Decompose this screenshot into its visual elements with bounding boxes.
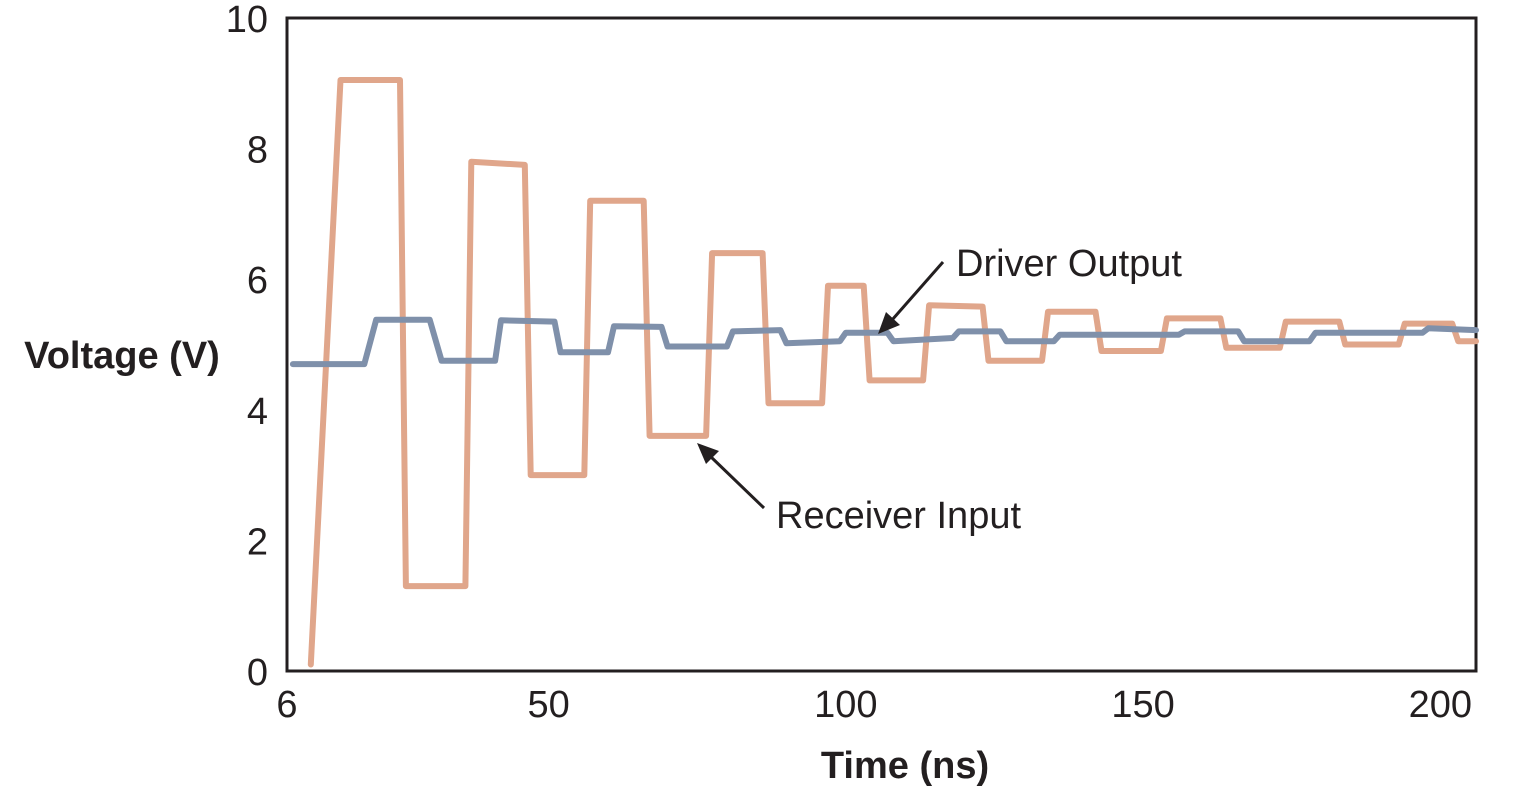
driver-output-arrow bbox=[890, 261, 945, 321]
x-axis-title: Time (ns) bbox=[821, 745, 989, 787]
plot-frame bbox=[285, 16, 1478, 673]
y-axis-title: Voltage (V) bbox=[24, 335, 220, 377]
tick-labels: 6 50 100 150 200 0 2 4 6 8 10 bbox=[226, 0, 1472, 726]
x-tick-label: 100 bbox=[814, 684, 877, 726]
receiver-input-arrow bbox=[708, 454, 766, 510]
x-tick-label: 6 bbox=[276, 684, 297, 726]
receiver-input-label: Receiver Input bbox=[776, 495, 1021, 537]
series-layer bbox=[289, 77, 1479, 668]
driver-output-line bbox=[289, 316, 1479, 368]
y-tick-label: 6 bbox=[247, 260, 268, 302]
y-tick-label: 2 bbox=[247, 521, 268, 563]
y-tick-label: 0 bbox=[247, 652, 268, 694]
y-tick-label: 4 bbox=[247, 391, 268, 433]
x-tick-label: 150 bbox=[1111, 684, 1174, 726]
annotations: Driver Output Receiver Input bbox=[697, 243, 1182, 537]
x-tick-label: 50 bbox=[527, 684, 569, 726]
receiver-input-arrowhead bbox=[697, 443, 719, 464]
x-tick-label: 200 bbox=[1409, 684, 1472, 726]
driver-output-label: Driver Output bbox=[956, 243, 1182, 285]
receiver-input-line bbox=[307, 77, 1479, 668]
y-tick-label: 8 bbox=[247, 130, 268, 172]
driver-output-arrowhead bbox=[878, 312, 900, 334]
y-tick-label: 10 bbox=[226, 0, 268, 41]
